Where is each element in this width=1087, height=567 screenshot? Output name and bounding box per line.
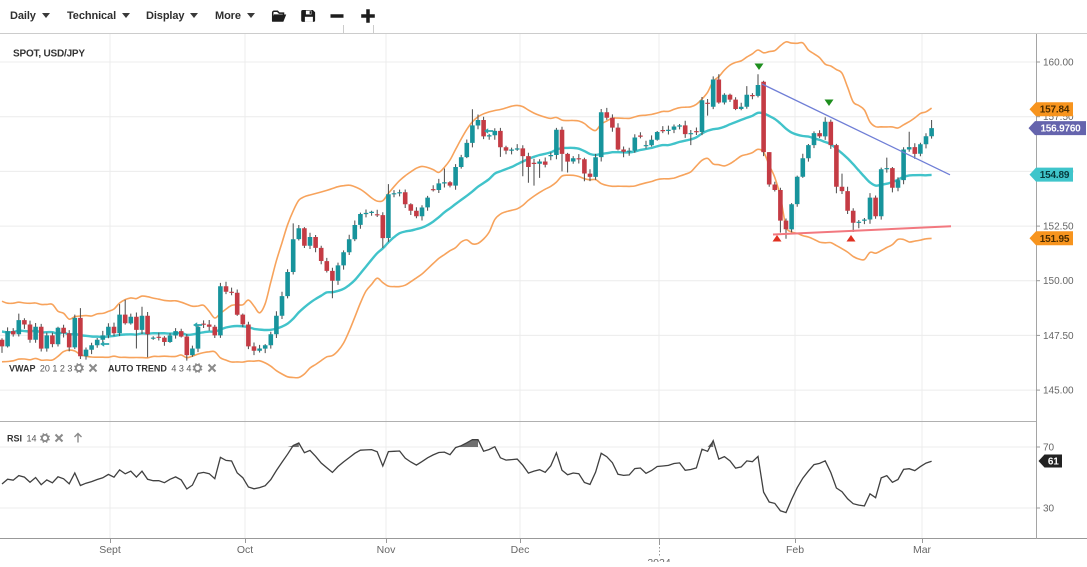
svg-text:154.89: 154.89	[1040, 170, 1070, 181]
svg-text:70: 70	[1043, 443, 1055, 454]
svg-text:Sept: Sept	[99, 544, 121, 556]
svg-text:157.50: 157.50	[1043, 112, 1074, 123]
svg-text:Nov: Nov	[377, 544, 396, 556]
svg-text:145.00: 145.00	[1043, 386, 1074, 397]
svg-text:157.84: 157.84	[1040, 105, 1070, 116]
svg-text:Mar: Mar	[913, 544, 932, 556]
svg-text:61: 61	[1048, 457, 1059, 468]
svg-text:SPOT, USD/JPY: SPOT, USD/JPY	[13, 49, 85, 60]
svg-text:RSI 14: RSI 14	[7, 434, 37, 444]
svg-text:2024: 2024	[647, 557, 671, 562]
svg-text:147.50: 147.50	[1043, 331, 1074, 342]
svg-text:30: 30	[1043, 504, 1055, 515]
svg-text:150.00: 150.00	[1043, 276, 1074, 287]
svg-text:VWAP 20 1 2 3: VWAP 20 1 2 3	[9, 364, 72, 374]
svg-text:Oct: Oct	[237, 544, 253, 556]
svg-text:160.00: 160.00	[1043, 58, 1074, 69]
svg-text:151.95: 151.95	[1040, 234, 1070, 245]
svg-text:152.50: 152.50	[1043, 222, 1074, 233]
svg-text:Feb: Feb	[786, 544, 804, 556]
svg-text:AUTO TREND 4 3 4: AUTO TREND 4 3 4	[108, 364, 191, 374]
svg-text:Dec: Dec	[511, 544, 530, 556]
svg-text:156.9760: 156.9760	[1040, 124, 1081, 135]
